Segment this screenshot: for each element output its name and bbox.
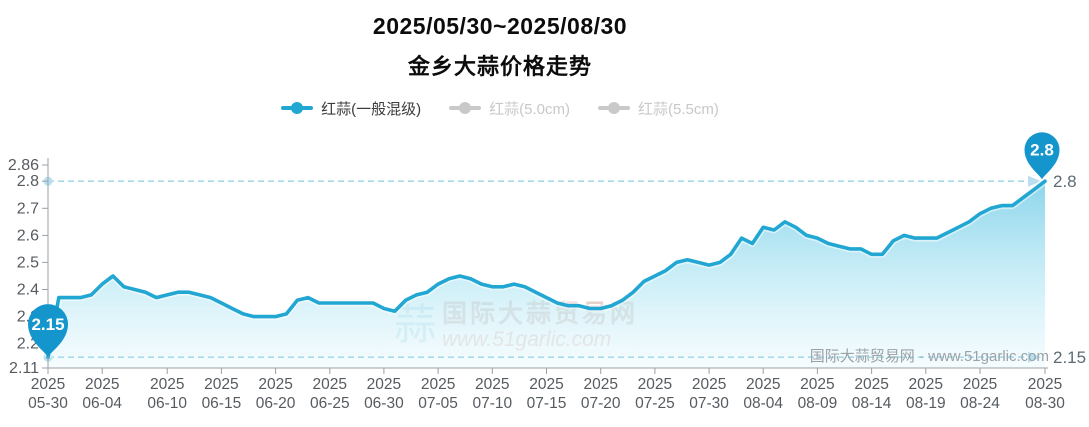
x-tick-label: 2025 08-30 [1025, 376, 1065, 412]
watermark-corner: 国际大蒜贸易网 · www.51garlic.com [809, 348, 1049, 365]
y-tick-label: 2.4 [17, 282, 39, 299]
start-pin-label: 2.15 [31, 315, 64, 334]
y-tick-label: 2.11 [9, 360, 39, 377]
legend-marker-icon [449, 101, 482, 115]
y-tick-label: 2.7 [17, 200, 39, 217]
x-tick-label: 2025 08-24 [960, 376, 1000, 412]
y-tick-label: 2.8 [17, 173, 39, 190]
x-tick-label: 2025 08-14 [852, 376, 892, 412]
legend-label: 红蒜(一般混级) [321, 100, 422, 118]
x-tick-label: 2025 06-15 [202, 376, 242, 412]
legend-marker-icon [598, 101, 630, 115]
end-pin [1024, 132, 1060, 180]
x-tick-label: 2025 07-15 [527, 376, 567, 412]
x-tick-label: 2025 08-19 [906, 376, 946, 412]
legend-item-红蒜(5.5cm)[interactable]: 红蒜(5.5cm) [598, 98, 719, 119]
x-tick-label: 2025 07-25 [635, 376, 675, 412]
x-tick-label: 2025 07-10 [472, 376, 512, 412]
y-tick-label: 2.6 [17, 227, 39, 244]
chart-title: 金乡大蒜价格走势 [407, 54, 592, 79]
x-tick-label: 2025 06-30 [364, 376, 404, 412]
x-tick-label: 2025 07-30 [689, 376, 729, 412]
legend-label: 红蒜(5.5cm) [638, 100, 719, 118]
x-tick-label: 2025 06-20 [256, 376, 296, 412]
x-tick-label: 2025 06-25 [310, 376, 350, 412]
legend-label: 红蒜(5.0cm) [489, 100, 570, 118]
x-tick-label: 2025 07-05 [418, 376, 458, 412]
y-tick-label: 2.5 [17, 254, 39, 271]
legend-item-红蒜(一般混级)[interactable]: 红蒜(一般混级) [281, 98, 421, 119]
price-area [48, 181, 1045, 368]
y-tick-label: 2.86 [8, 157, 39, 174]
legend-marker-icon [281, 101, 314, 115]
end-pin-label: 2.8 [1030, 141, 1054, 160]
price-line [46, 179, 1047, 359]
x-tick-label: 2025 05-30 [28, 376, 68, 412]
markline-label: 2.8 [1053, 172, 1077, 191]
x-tick-label: 2025 06-10 [147, 376, 187, 412]
x-tick-label: 2025 08-09 [798, 376, 838, 412]
chart-date-range-title: 2025/05/30~2025/08/30 [372, 13, 628, 39]
markline-label: 2.15 [1053, 348, 1086, 367]
x-tick-label: 2025 06-04 [82, 376, 122, 412]
markline-arrow-icon [1028, 351, 1041, 363]
x-tick-label: 2025 07-20 [581, 376, 621, 412]
legend-item-红蒜(5.0cm)[interactable]: 红蒜(5.0cm) [449, 98, 570, 119]
x-tick-label: 2025 08-04 [743, 376, 783, 412]
legend: 红蒜(一般混级) 红蒜(5.0cm) 红蒜(5.5cm) [0, 96, 1000, 120]
start-pin [28, 304, 68, 358]
markline-arrow-icon [1028, 175, 1041, 187]
